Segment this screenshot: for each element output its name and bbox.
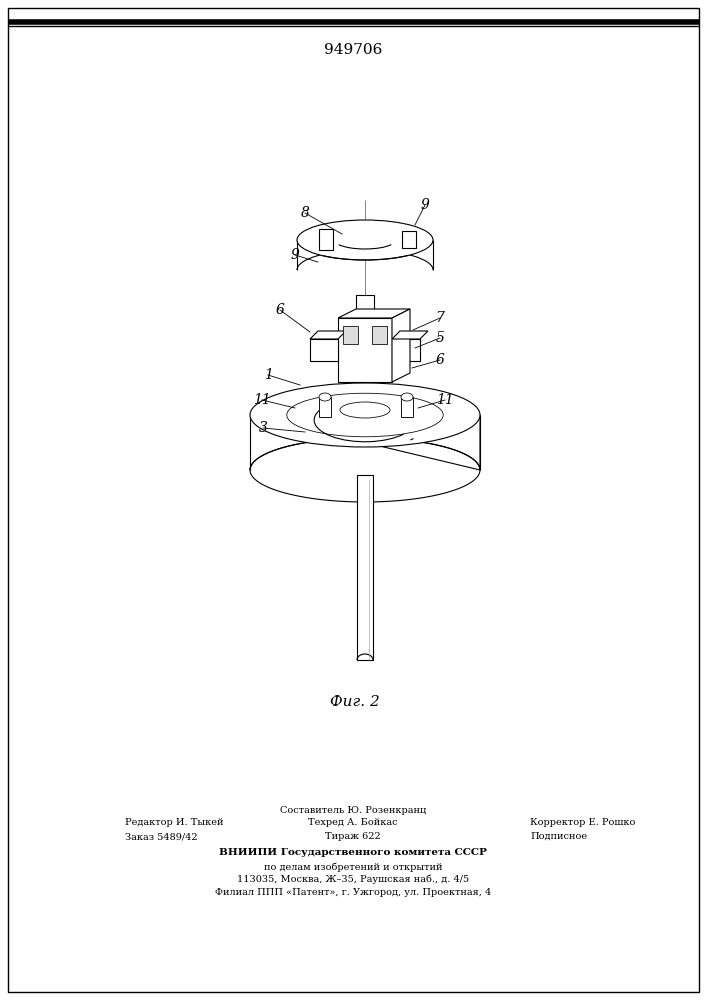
Polygon shape [357,475,373,660]
Text: 113035, Москва, Ж–35, Раушская наб., д. 4/5: 113035, Москва, Ж–35, Раушская наб., д. … [237,875,469,884]
Ellipse shape [401,393,413,401]
Text: Подписное: Подписное [530,832,587,841]
Polygon shape [356,295,374,318]
Polygon shape [392,339,420,361]
Text: 949706: 949706 [324,43,382,57]
Text: 9: 9 [291,248,300,262]
Text: Составитель Ю. Розенкранц: Составитель Ю. Розенкранц [280,806,426,815]
Text: 11: 11 [436,393,454,407]
Polygon shape [401,397,413,417]
Text: Редактор И. Тыкей: Редактор И. Тыкей [125,818,223,827]
Polygon shape [402,231,416,248]
Text: 11: 11 [253,393,271,407]
Polygon shape [319,229,333,250]
Text: по делам изобретений и открытий: по делам изобретений и открытий [264,862,443,871]
Polygon shape [338,309,410,318]
Ellipse shape [319,393,331,401]
Text: 3: 3 [259,421,267,435]
Text: Тираж 622: Тираж 622 [325,832,381,841]
Text: ВНИИПИ Государственного комитета СССР: ВНИИПИ Государственного комитета СССР [219,848,487,857]
Polygon shape [338,318,392,382]
Polygon shape [392,309,410,382]
Polygon shape [319,397,331,417]
Polygon shape [355,382,375,420]
Polygon shape [310,331,346,339]
Text: 5: 5 [436,331,445,345]
Text: 6: 6 [436,353,445,367]
Ellipse shape [297,220,433,260]
Text: Филиал ППП «Патент», г. Ужгород, ул. Проектная, 4: Филиал ППП «Патент», г. Ужгород, ул. Про… [215,888,491,897]
Text: 6: 6 [276,303,284,317]
Ellipse shape [340,402,390,418]
Text: 7: 7 [436,311,445,325]
Polygon shape [310,339,338,361]
Text: 1: 1 [264,368,272,382]
Text: Корректор Е. Рошко: Корректор Е. Рошко [530,818,636,827]
Text: 8: 8 [300,206,310,220]
Polygon shape [343,326,358,344]
Text: Техред А. Бойкас: Техред А. Бойкас [308,818,398,827]
Text: Фиг. 2: Фиг. 2 [330,695,380,709]
Text: Заказ 5489/42: Заказ 5489/42 [125,832,198,841]
Polygon shape [392,331,428,339]
Polygon shape [372,326,387,344]
Polygon shape [250,415,480,502]
Ellipse shape [250,383,480,447]
Ellipse shape [287,393,443,437]
Text: 9: 9 [421,198,429,212]
